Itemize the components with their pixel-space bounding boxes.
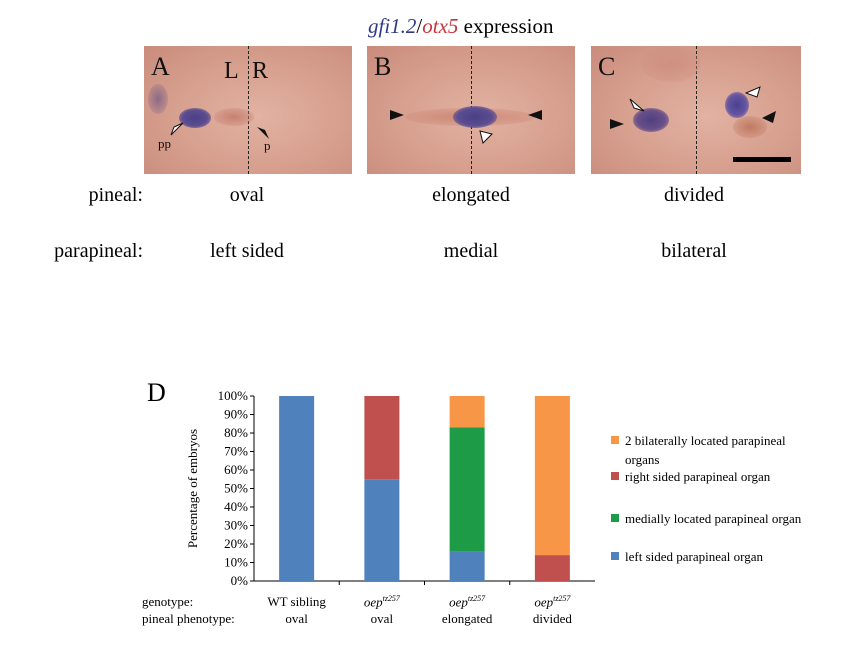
bar-segment (534, 396, 570, 556)
parapineal-value-b: medial (443, 240, 499, 262)
title-separator: / (416, 14, 423, 38)
legend-swatch (611, 514, 619, 522)
pineal-right-blob (733, 116, 767, 138)
parapineal-left-blob (633, 108, 669, 132)
legend-entry: medially located parapineal organ (611, 509, 811, 528)
eye-blob (148, 84, 168, 114)
y-tick-label: 30% (224, 518, 248, 533)
scale-bar (733, 157, 791, 162)
legend-entry: left sided parapineal organ (611, 547, 811, 566)
pineal-value-c: divided (664, 184, 724, 206)
y-tick-label: 60% (224, 462, 248, 477)
category-genotype-label: oeptz257 (363, 594, 400, 610)
legend-entry: 2 bilaterally located parapineal organs (611, 431, 811, 469)
y-tick-label: 50% (224, 481, 248, 496)
filled-arrowhead-icon (390, 110, 404, 120)
right-label: R (252, 58, 269, 84)
legend-label: medially located parapineal organ (625, 511, 802, 526)
legend-swatch (611, 436, 619, 444)
parapineal-blob (179, 108, 211, 128)
filled-arrowhead-icon (610, 119, 624, 129)
parapineal-value-c: bilateral (661, 240, 727, 262)
parapineal-blob (453, 106, 497, 128)
panel-c-letter: C (598, 52, 616, 81)
legend-label: left sided parapineal organ (625, 549, 764, 564)
tissue-blob (641, 46, 701, 82)
title-rest: expression (458, 14, 554, 38)
pineal-value-b: elongated (432, 184, 510, 206)
y-tick-label: 70% (224, 444, 248, 459)
panel-c-image: C (591, 46, 801, 174)
y-tick-label: 90% (224, 407, 248, 422)
gene2-label: otx5 (422, 14, 459, 38)
bar-segment (364, 479, 400, 581)
y-tick-label: 0% (231, 573, 249, 588)
bar-segment (364, 396, 400, 480)
panel-d-letter: D (147, 378, 166, 407)
category-genotype-label: oeptz257 (449, 594, 486, 610)
category-phenotype-label: oval (370, 611, 394, 626)
midline-dash (696, 46, 697, 174)
phenotype-row-label: pineal phenotype: (142, 611, 235, 626)
gene1-label: gfi1.2 (368, 14, 417, 38)
filled-arrowhead-icon (762, 111, 776, 123)
legend-swatch (611, 472, 619, 480)
bar-segment (449, 551, 485, 581)
bar-segment (534, 555, 570, 581)
figure-title: gfi1.2/otx5 expression (368, 14, 554, 39)
pineal-blob (214, 108, 254, 126)
pineal-row-label: pineal: (88, 184, 143, 206)
parapineal-row-label: parapineal: (54, 240, 143, 262)
parapineal-right-blob (725, 92, 749, 118)
pineal-value-a: oval (229, 184, 265, 206)
category-phenotype-label: elongated (441, 611, 493, 626)
parapineal-value-a: left sided (210, 240, 284, 262)
y-tick-label: 80% (224, 425, 248, 440)
bar-segment (279, 396, 315, 581)
open-arrowhead-icon (629, 98, 645, 112)
bar-segment (449, 427, 485, 552)
open-arrowhead-icon (745, 86, 761, 98)
y-tick-label: 10% (224, 555, 248, 570)
category-genotype-label: oeptz257 (534, 594, 571, 610)
filled-arrowhead-icon (528, 110, 542, 120)
category-genotype-label: WT sibling (267, 594, 326, 609)
legend-swatch (611, 552, 619, 560)
panel-b-letter: B (374, 52, 392, 81)
genotype-row-label: genotype: (142, 594, 194, 609)
open-arrowhead-icon (170, 122, 184, 136)
filled-arrowhead-icon (257, 127, 269, 139)
panel-a-image: A L R pp p (144, 46, 352, 174)
label-p: p (264, 138, 271, 153)
panel-a-letter: A (151, 52, 170, 81)
y-tick-label: 20% (224, 536, 248, 551)
label-pp: pp (158, 136, 171, 151)
legend-label: 2 bilaterally located parapineal organs (625, 433, 786, 467)
bar-segment (449, 396, 485, 428)
left-label: L (224, 58, 239, 84)
y-tick-label: 40% (224, 499, 248, 514)
legend-entry: right sided parapineal organ (611, 467, 811, 486)
y-tick-label: 100% (218, 388, 249, 403)
open-arrowhead-icon (479, 130, 493, 144)
y-axis-label: Percentage of embryos (185, 429, 200, 548)
category-phenotype-label: oval (285, 611, 308, 626)
legend-label: right sided parapineal organ (625, 469, 771, 484)
category-phenotype-label: divided (532, 611, 572, 626)
panel-b-image: B (367, 46, 575, 174)
